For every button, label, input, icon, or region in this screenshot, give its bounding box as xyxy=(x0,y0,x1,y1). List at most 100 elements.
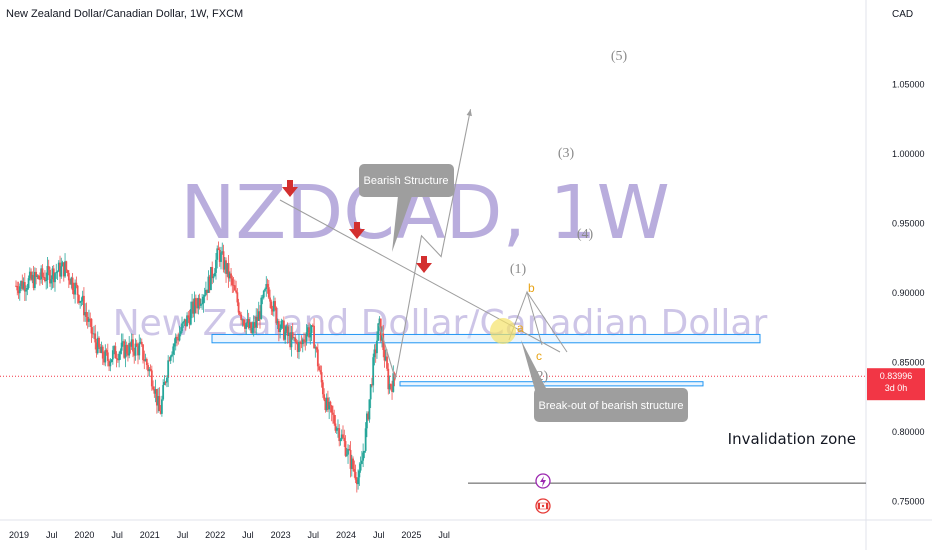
currency-label: CAD xyxy=(892,9,914,20)
candle-body xyxy=(391,386,393,392)
candle-body xyxy=(26,288,29,290)
candle-body xyxy=(176,336,178,339)
candle-body xyxy=(265,284,268,289)
price-tag-countdown: 3d 0h xyxy=(885,383,908,393)
wave-a-label: a xyxy=(517,321,524,335)
candle-body xyxy=(145,359,148,366)
candle-body xyxy=(210,267,212,291)
candle-body xyxy=(316,349,319,367)
candle-body xyxy=(35,271,38,277)
candle-body xyxy=(349,450,352,469)
breakout-marker[interactable] xyxy=(490,318,516,344)
candle-body xyxy=(386,356,388,369)
canada-flag-icon[interactable] xyxy=(535,498,551,514)
candle-body xyxy=(357,477,359,485)
x-tick-label: Jul xyxy=(308,530,320,540)
candle-body xyxy=(181,323,183,332)
x-tick-label: 2025 xyxy=(401,530,421,540)
candle-body xyxy=(266,284,269,288)
bearish-structure-callout[interactable]: Bearish Structure xyxy=(359,164,454,252)
candle-body xyxy=(362,452,365,461)
candle-body xyxy=(344,441,347,456)
wave-5-label: (5) xyxy=(611,49,628,64)
candle-body xyxy=(16,285,19,291)
candle-body xyxy=(238,312,241,315)
candle-body xyxy=(320,372,323,383)
candle-body xyxy=(301,339,304,345)
candle-body xyxy=(166,377,168,383)
candle-body xyxy=(364,428,367,451)
candle-body xyxy=(154,389,157,394)
candle-body xyxy=(323,394,326,400)
candle-body xyxy=(376,340,378,354)
candle-body xyxy=(169,356,172,361)
candle-body xyxy=(41,268,44,277)
candle-body xyxy=(377,323,380,341)
candle-body xyxy=(244,324,246,329)
candle-body xyxy=(225,260,227,274)
candle-body xyxy=(172,346,175,355)
candle-body xyxy=(333,414,336,424)
candle-body xyxy=(368,399,371,420)
candle-body xyxy=(276,321,279,324)
candle-body xyxy=(135,343,138,347)
support-zone[interactable] xyxy=(399,381,704,387)
candle-body xyxy=(162,385,165,400)
breakout-text: Break-out of bearish structure xyxy=(539,400,684,412)
candle-body xyxy=(134,343,137,356)
candle-body xyxy=(139,341,142,344)
x-tick-label: 2024 xyxy=(336,530,356,540)
candle-body xyxy=(299,341,302,344)
price-tag-value: 0.83996 xyxy=(880,371,913,381)
candle-body xyxy=(304,341,307,343)
bearish-arrow-icon xyxy=(416,256,432,273)
candle-body xyxy=(262,290,265,298)
candle-body xyxy=(191,301,193,310)
candle-body xyxy=(300,343,303,345)
candle-body xyxy=(127,353,129,356)
candle-body xyxy=(86,316,89,322)
candle-body xyxy=(27,278,30,289)
candle-body xyxy=(277,321,280,333)
candle-body xyxy=(109,361,112,367)
candle-body xyxy=(305,332,308,342)
candle-body xyxy=(313,325,315,349)
candle-body xyxy=(374,349,377,354)
candle-body xyxy=(199,303,202,306)
candle-body xyxy=(95,342,98,354)
candle-body xyxy=(279,328,282,333)
candle-body xyxy=(358,470,361,478)
candle-body xyxy=(321,382,324,395)
candle-body xyxy=(197,298,200,309)
candle-body xyxy=(189,309,192,325)
candle-body xyxy=(56,271,59,273)
candle-body xyxy=(367,413,370,420)
candle-body xyxy=(337,428,339,429)
wave-c-label: c xyxy=(536,349,542,363)
candle-body xyxy=(201,303,204,305)
candle-body xyxy=(352,458,354,470)
candle-body xyxy=(177,338,180,341)
breakout-callout[interactable]: Break-out of bearish structure xyxy=(521,340,688,422)
resistance-zone[interactable] xyxy=(211,333,761,344)
elliott-projection[interactable] xyxy=(378,109,472,380)
candle-body xyxy=(264,288,266,291)
candle-body xyxy=(281,320,284,322)
x-tick-label: Jul xyxy=(177,530,189,540)
lightning-icon[interactable] xyxy=(535,473,551,489)
candle-body xyxy=(44,277,46,282)
candle-body xyxy=(150,370,153,387)
candle-body xyxy=(69,280,71,285)
candle-body xyxy=(149,369,152,371)
candle-body xyxy=(64,261,66,277)
candle-body xyxy=(280,320,283,329)
candle-body xyxy=(40,268,43,280)
y-tick-label: 0.90000 xyxy=(892,288,925,298)
y-tick-label: 1.05000 xyxy=(892,79,925,89)
candle-body xyxy=(371,384,373,386)
candle-body xyxy=(183,319,186,323)
candle-body xyxy=(286,326,289,336)
candle-body xyxy=(94,333,97,343)
candle-body xyxy=(365,413,368,429)
